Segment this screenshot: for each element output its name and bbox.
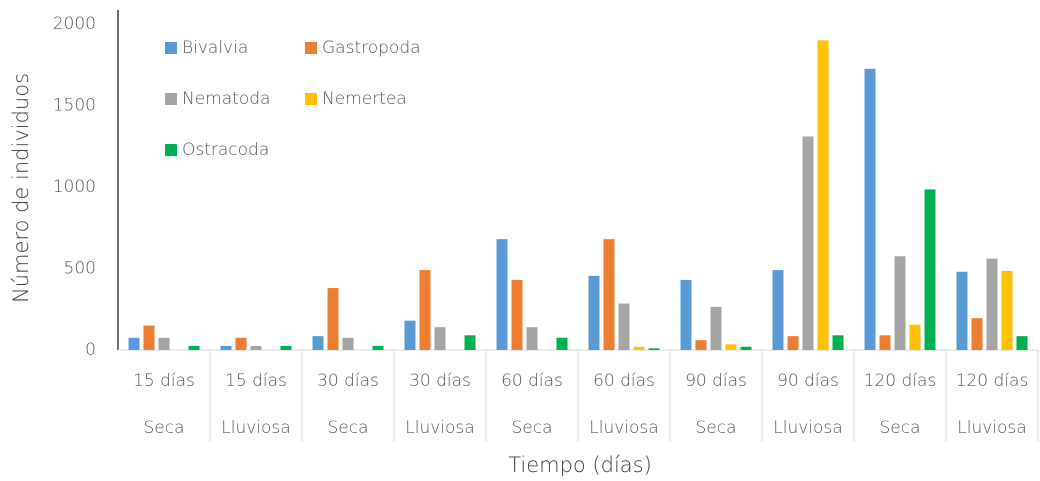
bar (419, 270, 431, 350)
x-group-label: Lluviosa (221, 418, 290, 438)
legend-swatch (165, 144, 177, 156)
bar (434, 327, 446, 350)
bar (725, 344, 737, 350)
bar (772, 270, 784, 350)
bar (588, 275, 600, 350)
y-tick-label: 500 (64, 259, 96, 279)
legend-label: Bivalvia (182, 38, 248, 58)
y-tick-label: 1500 (53, 96, 96, 116)
bar (740, 346, 752, 350)
bar (1016, 336, 1028, 350)
x-tick-label: 90 días (777, 371, 839, 391)
bar (188, 345, 200, 350)
bar (956, 271, 968, 350)
bar (603, 239, 615, 350)
bar (924, 189, 936, 350)
bar (864, 68, 876, 350)
bar (695, 340, 707, 350)
x-tick-label: 15 días (133, 371, 195, 391)
legend-label: Ostracoda (182, 140, 269, 160)
bar (618, 303, 630, 350)
bar (879, 335, 891, 350)
bar (710, 306, 722, 350)
bar (158, 337, 170, 350)
bar (556, 337, 568, 350)
bar (128, 337, 140, 350)
bar (680, 279, 692, 350)
legend-swatch (305, 93, 317, 105)
bar (404, 320, 416, 350)
bar (894, 256, 906, 350)
y-axis-title: Número de individuos (9, 73, 33, 303)
bar (986, 258, 998, 350)
x-tick-label: 30 días (409, 371, 471, 391)
legend-swatch (165, 42, 177, 54)
bar (250, 345, 262, 350)
bar (342, 337, 354, 350)
bar (648, 348, 660, 350)
x-tick-label: 60 días (593, 371, 655, 391)
y-tick-label: 1000 (53, 177, 96, 197)
x-group-label: Seca (879, 418, 920, 438)
bar (802, 136, 814, 350)
bar (220, 345, 232, 350)
x-tick-label: 90 días (685, 371, 747, 391)
bar (526, 327, 538, 350)
bar (312, 336, 324, 350)
bar (280, 345, 292, 350)
legend-swatch (165, 93, 177, 105)
y-tick-label: 2000 (53, 14, 96, 34)
bar (971, 318, 983, 350)
y-tick-label: 0 (85, 340, 96, 360)
x-tick-label: 60 días (501, 371, 563, 391)
x-group-label: Seca (695, 418, 736, 438)
x-group-label: Seca (511, 418, 552, 438)
bar (1001, 270, 1013, 350)
bar (787, 336, 799, 350)
x-group-label: Lluviosa (589, 418, 658, 438)
legend-label: Gastropoda (322, 38, 421, 58)
bar (327, 288, 339, 350)
bar (235, 337, 247, 350)
x-group-label: Seca (143, 418, 184, 438)
x-axis-title: Tiempo (días) (508, 453, 652, 477)
bar (372, 345, 384, 350)
bar (909, 324, 921, 350)
bar (832, 335, 844, 350)
bar (633, 346, 645, 350)
bar (143, 325, 155, 350)
bar (817, 40, 829, 351)
x-group-label: Lluviosa (957, 418, 1026, 438)
bar (464, 335, 476, 350)
bar (511, 279, 523, 350)
x-group-label: Lluviosa (405, 418, 474, 438)
x-tick-label: 120 días (864, 371, 937, 391)
bar (496, 239, 508, 350)
legend-label: Nemertea (322, 89, 407, 109)
legend-label: Nematoda (182, 89, 270, 109)
x-tick-label: 15 días (225, 371, 287, 391)
x-tick-label: 120 días (956, 371, 1029, 391)
legend-swatch (305, 42, 317, 54)
x-group-label: Seca (327, 418, 368, 438)
x-tick-label: 30 días (317, 371, 379, 391)
x-group-label: Lluviosa (773, 418, 842, 438)
